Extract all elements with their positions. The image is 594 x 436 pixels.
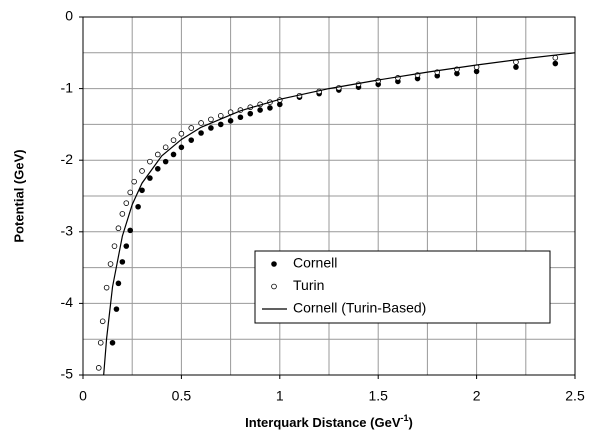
- data-point: [115, 280, 122, 287]
- data-point: [178, 130, 185, 137]
- data-point: [139, 187, 145, 194]
- x-tick-label: 2: [473, 388, 481, 404]
- data-point: [113, 306, 120, 312]
- x-label-main: Interquark Distance (GeV: [245, 415, 401, 430]
- data-point: [99, 318, 106, 325]
- y-tick-label: -4: [61, 294, 74, 310]
- data-point: [127, 189, 134, 196]
- data-point: [135, 203, 141, 210]
- legend-label: Cornell (Turin-Based): [293, 300, 426, 316]
- data-point: [217, 121, 224, 128]
- data-point: [109, 339, 116, 346]
- data-point: [111, 243, 118, 249]
- y-tick-label: -5: [61, 366, 74, 382]
- data-point: [513, 64, 519, 70]
- data-point: [552, 60, 559, 67]
- data-point: [237, 114, 244, 121]
- data-point: [217, 113, 224, 119]
- data-point: [115, 225, 122, 232]
- y-tick-label: -1: [61, 79, 74, 95]
- legend-box: [254, 250, 551, 324]
- data-point: [127, 227, 134, 234]
- data-point: [198, 120, 204, 126]
- data-point: [162, 144, 169, 151]
- data-point: [552, 55, 559, 61]
- data-point: [170, 151, 177, 158]
- x-tick-label: 1: [276, 388, 284, 404]
- x-tick-label: 0: [79, 388, 87, 404]
- data-point: [139, 168, 145, 174]
- legend-label: Cornell: [293, 255, 337, 271]
- x-label-sup: -1: [400, 413, 408, 423]
- data-point: [119, 259, 126, 265]
- data-point: [247, 110, 254, 117]
- data-point: [208, 116, 214, 123]
- x-axis-label: Interquark Distance (GeV-1): [245, 413, 413, 430]
- data-point: [170, 137, 177, 143]
- x-tick-label: 0.5: [172, 388, 192, 404]
- data-point: [103, 284, 110, 291]
- y-tick-label: -2: [61, 151, 74, 167]
- data-point: [147, 158, 153, 165]
- data-point: [154, 165, 161, 172]
- data-point: [198, 130, 204, 136]
- data-point: [95, 365, 102, 371]
- x-tick-label: 1.5: [368, 388, 388, 404]
- data-point: [147, 175, 153, 181]
- legend: Cornell Turin Cornell (Turin-Based): [254, 250, 551, 324]
- legend-label: Turin: [293, 277, 324, 293]
- x-label-end: ): [409, 415, 413, 430]
- y-axis-label: Potential (GeV): [11, 149, 26, 242]
- data-point: [154, 151, 161, 158]
- data-point: [107, 261, 114, 267]
- data-point: [97, 339, 104, 346]
- data-point: [188, 125, 195, 131]
- data-point: [208, 125, 214, 131]
- data-point: [267, 105, 273, 111]
- legend-marker: [271, 283, 277, 290]
- data-point: [162, 158, 169, 165]
- y-tick-label: -3: [61, 223, 74, 239]
- data-point: [123, 200, 130, 206]
- y-tick-label: 0: [65, 8, 73, 24]
- data-point: [188, 137, 195, 143]
- plot-frame: [82, 16, 576, 376]
- data-point: [178, 144, 185, 151]
- legend-marker: [271, 261, 277, 267]
- data-point: [123, 243, 130, 249]
- data-point: [257, 107, 263, 113]
- data-point: [131, 178, 137, 185]
- data-point: [227, 118, 234, 124]
- fit-line: [103, 52, 576, 376]
- x-tick-label: 2.5: [565, 388, 585, 404]
- data-point: [119, 211, 126, 217]
